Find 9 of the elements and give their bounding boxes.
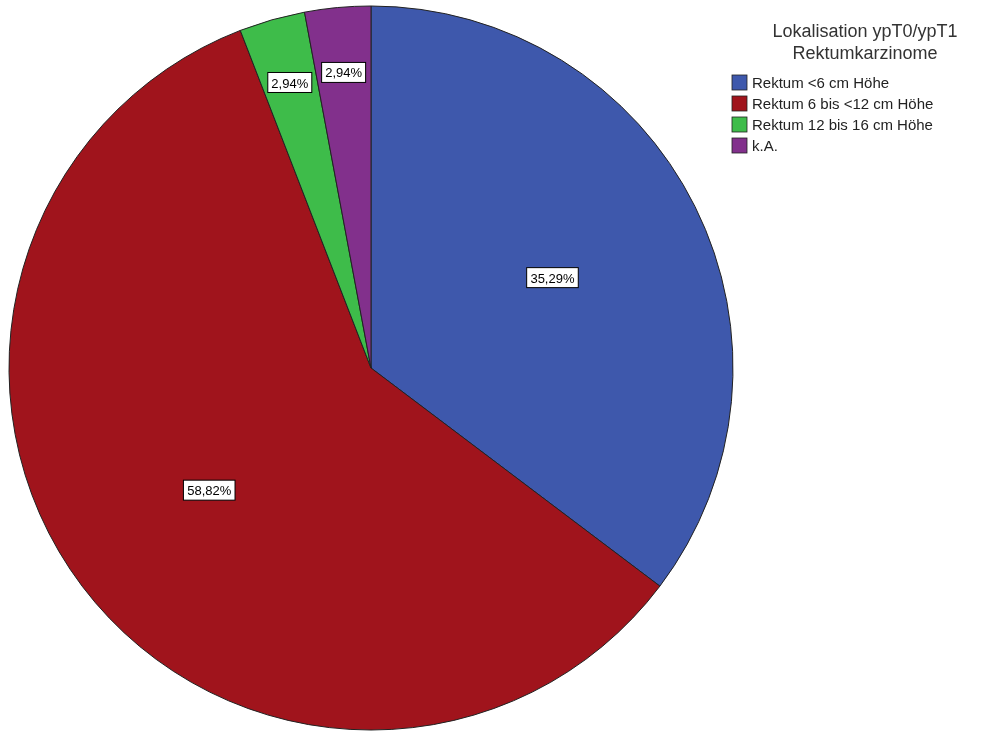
data-label: 58,82% bbox=[187, 483, 232, 499]
data-label: 35,29% bbox=[530, 270, 575, 286]
legend-title: Lokalisation ypT0/ypT1 Rektumkarzinome bbox=[772, 21, 958, 63]
data-label: 2,94% bbox=[271, 75, 309, 91]
legend-label: Rektum 6 bis <12 cm Höhe bbox=[752, 95, 934, 112]
legend-label: Rektum 12 bis 16 cm Höhe bbox=[752, 116, 933, 133]
data-label: 2,94% bbox=[325, 65, 363, 81]
legend-label: Rektum <6 cm Höhe bbox=[752, 74, 890, 91]
legend-label: k.A. bbox=[752, 137, 778, 154]
